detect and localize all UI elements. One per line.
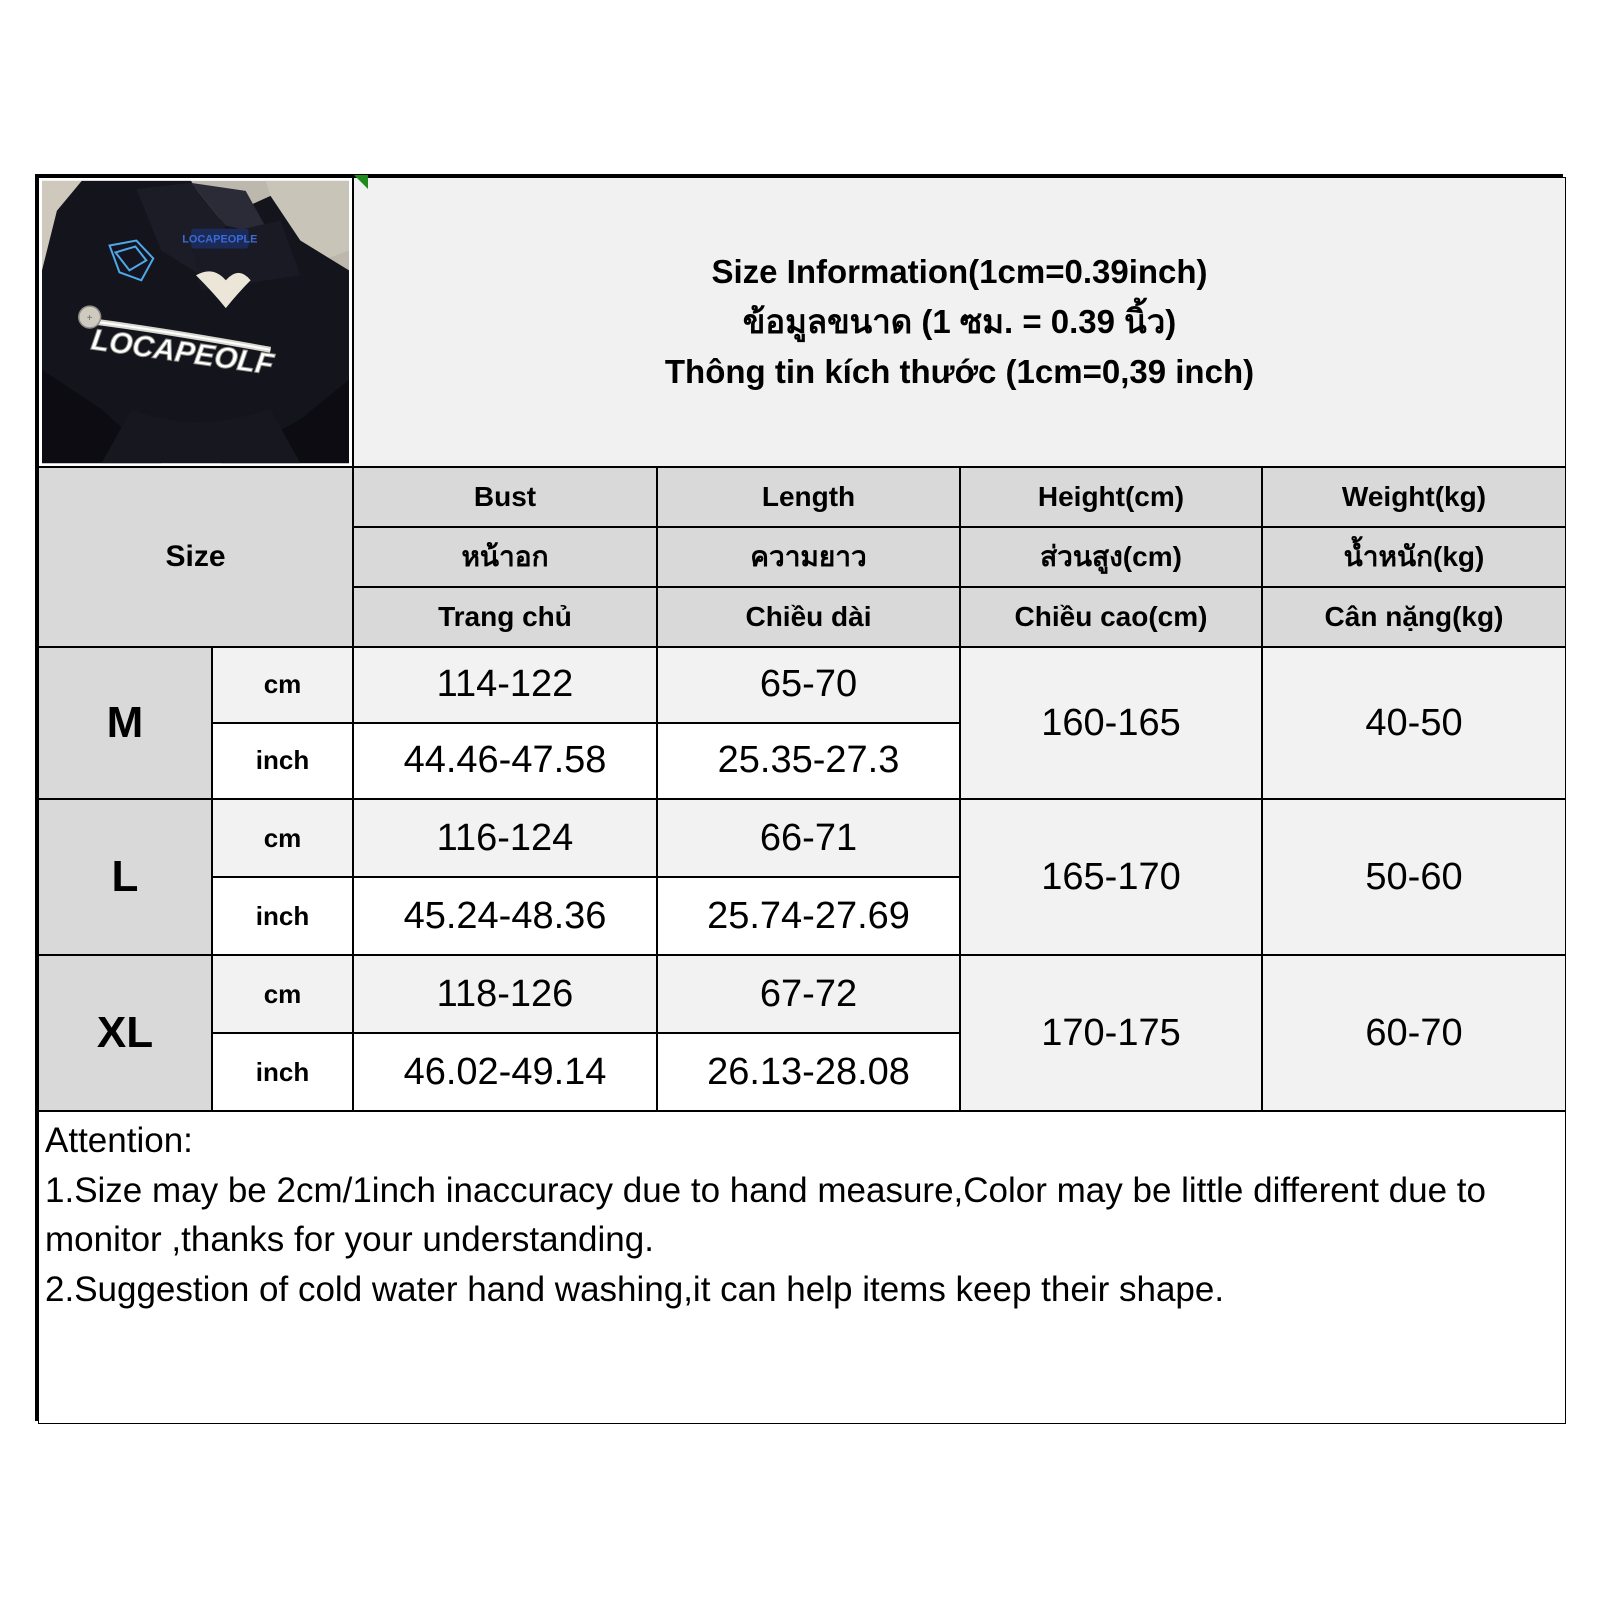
svg-text:+: + (87, 313, 93, 324)
svg-text:LOCAPEOPLE: LOCAPEOPLE (182, 234, 257, 246)
